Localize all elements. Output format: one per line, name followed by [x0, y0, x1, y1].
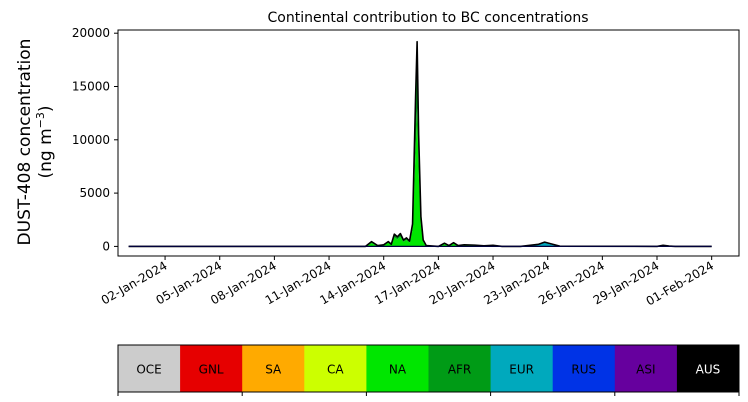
total-line	[128, 40, 712, 248]
legend-swatch-sa	[242, 345, 305, 392]
legend-label-rus: RUS	[571, 363, 596, 377]
legend-swatch-rus	[552, 345, 616, 392]
y-axis-label-exponent: −3	[34, 112, 47, 128]
legend-label-na: NA	[389, 363, 407, 377]
legend-label-ca: CA	[327, 363, 344, 377]
y-tick-label: 20000	[72, 26, 110, 40]
y-axis-label: DUST-408 concentration (ng m−3)	[15, 39, 56, 246]
legend-swatch-asi	[614, 345, 678, 392]
y-tick-label: 10000	[72, 133, 110, 147]
chart-title: Continental contribution to BC concentra…	[267, 10, 588, 26]
y-axis: 0 5000 10000 15000 20000	[72, 26, 118, 253]
y-tick-label: 5000	[79, 186, 110, 200]
y-axis-label-unit: (ng m	[36, 128, 56, 178]
legend-swatch-eur	[490, 345, 554, 392]
y-tick-label: 15000	[72, 80, 110, 94]
legend-label-aus: AUS	[696, 363, 721, 377]
y-tick-label: 0	[102, 239, 110, 253]
area-series-na	[128, 107, 712, 247]
legend-swatch-gnl	[180, 345, 243, 392]
y-axis-label-close: )	[36, 105, 56, 112]
region-colorbar-legend: OCE GNL SA CA NA AFR EUR RUS ASI AUS	[117, 344, 740, 396]
plot-area	[128, 40, 712, 248]
legend-label-gnl: GNL	[199, 363, 224, 377]
legend-label-sa: SA	[265, 363, 282, 377]
legend-label-oce: OCE	[136, 363, 161, 377]
legend-swatch-aus	[676, 345, 740, 392]
legend-swatch-afr	[428, 345, 492, 392]
legend-frame	[117, 344, 740, 393]
legend-label-afr: AFR	[448, 363, 471, 377]
x-axis: 02-Jan-202405-Jan-202408-Jan-202411-Jan-…	[99, 256, 716, 308]
legend-label-eur: EUR	[509, 363, 534, 377]
legend-swatch-ca	[304, 345, 367, 392]
y-axis-label-line2: (ng m−3)	[34, 105, 56, 178]
axes-frame	[117, 29, 740, 257]
y-axis-label-line1: DUST-408 concentration	[15, 39, 35, 246]
legend-label-asi: ASI	[636, 363, 655, 377]
legend-swatch-na	[366, 345, 429, 392]
legend-swatch-oce	[118, 345, 181, 392]
